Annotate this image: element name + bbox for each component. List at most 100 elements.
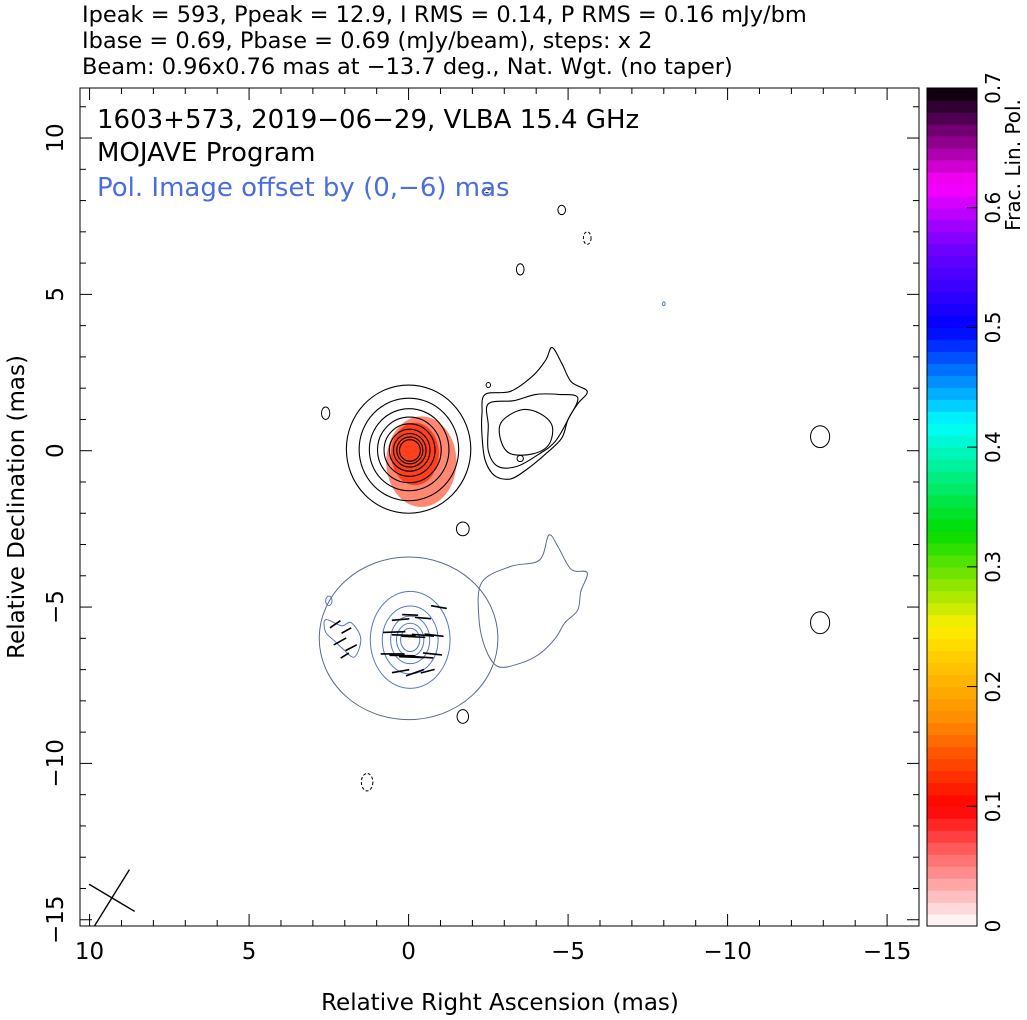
chart-subtitle: MOJAVE Program bbox=[97, 138, 315, 168]
colorbar-segment bbox=[927, 866, 977, 879]
colorbar-tick-label: 0.6 bbox=[981, 192, 1005, 224]
colorbar-segment bbox=[927, 183, 977, 197]
evpa-vector-13 bbox=[409, 655, 434, 659]
x-tick-label: 5 bbox=[242, 939, 257, 965]
colorbar-segment bbox=[927, 483, 977, 496]
colorbar-tick-label: 0.5 bbox=[981, 312, 1005, 344]
colorbar-tick-label: 0.4 bbox=[981, 431, 1005, 463]
colorbar-segment bbox=[927, 674, 977, 688]
colorbar-segment bbox=[927, 375, 977, 388]
small-contour-11 bbox=[516, 454, 524, 463]
colorbar-segment bbox=[927, 794, 977, 807]
colorbar-segment bbox=[927, 495, 977, 508]
core-contour-2 bbox=[358, 397, 460, 502]
colorbar-segment bbox=[927, 662, 977, 676]
evpa-vector-17 bbox=[420, 668, 435, 674]
y-tick-label: −10 bbox=[43, 739, 69, 788]
x-tick-label: −5 bbox=[551, 939, 585, 965]
colorbar-segment bbox=[927, 243, 977, 257]
core-contour-6 bbox=[388, 428, 431, 472]
colorbar-segment bbox=[927, 650, 977, 664]
colorbar-segment bbox=[927, 195, 977, 209]
jet-mid bbox=[485, 393, 579, 469]
header-text: Ipeak = 593, Ppeak = 12.9, I RMS = 0.14,… bbox=[82, 2, 807, 80]
evpa-vector-21 bbox=[345, 644, 358, 652]
header-line-1: Ipeak = 593, Ppeak = 12.9, I RMS = 0.14,… bbox=[82, 2, 807, 28]
colorbar-segment bbox=[927, 758, 977, 771]
colorbar-segment bbox=[927, 878, 977, 891]
colorbar-segment bbox=[927, 351, 977, 364]
evpa-vector-14 bbox=[422, 652, 443, 656]
colorbar-segment bbox=[927, 518, 977, 532]
small-contour-7 bbox=[455, 521, 470, 537]
colorbar: 0 0.1 0.2 0.3 0.4 0.5 0.6 0.7 bbox=[926, 72, 1005, 932]
colorbar-segment bbox=[927, 602, 977, 616]
x-tick-label: 10 bbox=[75, 939, 104, 965]
colorbar-segment bbox=[927, 159, 977, 173]
colorbar-segment bbox=[927, 123, 977, 137]
evpa-vector-4 bbox=[430, 604, 447, 610]
colorbar-segment bbox=[927, 818, 977, 831]
evpa-vector-7 bbox=[401, 635, 426, 639]
colorbar-segment bbox=[927, 327, 977, 340]
evpa-vector-9 bbox=[424, 633, 444, 638]
pol-jet-outline bbox=[477, 534, 588, 668]
pol-patch-west bbox=[323, 619, 362, 658]
pol-outer-contour bbox=[318, 556, 499, 721]
colorbar-segment bbox=[927, 554, 977, 568]
colorbar-segment bbox=[927, 231, 977, 245]
core-contour-1 bbox=[345, 384, 472, 514]
colorbar-segment bbox=[927, 746, 977, 759]
pol-offset-note: Pol. Image offset by (0,−6) mas bbox=[97, 173, 510, 203]
colorbar-tick-label: 0.7 bbox=[981, 72, 1005, 104]
core-contour-7 bbox=[392, 432, 427, 468]
colorbar-tick-label: 0.1 bbox=[981, 790, 1005, 822]
small-contour-3 bbox=[582, 231, 592, 245]
colorbar-segment bbox=[927, 88, 977, 101]
colorbar-segment bbox=[927, 530, 977, 544]
colorbar-segment bbox=[927, 734, 977, 748]
colorbar-segment bbox=[927, 614, 977, 628]
colorbar-segment bbox=[927, 902, 977, 915]
small-contour-8 bbox=[456, 709, 470, 724]
core-contour-9 bbox=[398, 439, 421, 462]
core-contour-5 bbox=[383, 423, 436, 477]
colorbar-segment bbox=[927, 315, 977, 329]
core-contour-4 bbox=[376, 416, 442, 484]
small-contour-9 bbox=[810, 611, 831, 635]
pol-contour-3 bbox=[390, 615, 431, 665]
y-axis-label: Relative Declination (mas) bbox=[4, 355, 30, 659]
header-line-3: Beam: 0.96x0.76 mas at −13.7 deg., Nat. … bbox=[82, 54, 733, 80]
colorbar-segment bbox=[927, 255, 977, 269]
colorbar-segment bbox=[927, 207, 977, 221]
pol-contour-1 bbox=[369, 590, 451, 689]
x-tick-label: −15 bbox=[863, 939, 912, 965]
small-contour-10 bbox=[360, 772, 374, 792]
small-contour-14 bbox=[662, 301, 666, 307]
plot-frame bbox=[79, 87, 920, 927]
colorbar-segment bbox=[927, 842, 977, 855]
colorbar-segment bbox=[927, 542, 977, 556]
jet-inner bbox=[498, 408, 554, 456]
chart-title: 1603+573, 2019−06−29, VLBA 15.4 GHz bbox=[97, 105, 639, 135]
y-tick-label: 5 bbox=[43, 287, 69, 302]
colorbar-segment bbox=[927, 411, 977, 424]
colorbar-segment bbox=[927, 638, 977, 652]
y-tick-label: 0 bbox=[43, 443, 69, 458]
colorbar-segment bbox=[927, 279, 977, 293]
colorbar-tick-label: 0.3 bbox=[981, 551, 1005, 583]
colorbar-segment bbox=[927, 590, 977, 604]
colorbar-segment bbox=[927, 459, 977, 472]
colorbar-segment bbox=[927, 566, 977, 580]
colorbar-segment bbox=[927, 710, 977, 724]
core-contour-3 bbox=[368, 408, 450, 492]
colorbar-segment bbox=[927, 890, 977, 903]
colorbar-segment bbox=[927, 435, 977, 448]
x-tick-label: 0 bbox=[401, 939, 416, 965]
colorbar-label: Frac. Lin. Pol. bbox=[1001, 99, 1025, 231]
colorbar-segment bbox=[927, 447, 977, 460]
evpa-vector-8 bbox=[411, 633, 435, 637]
small-contour-6 bbox=[810, 425, 831, 449]
colorbar-segment bbox=[927, 147, 977, 161]
y-tick-label: 10 bbox=[43, 123, 69, 152]
